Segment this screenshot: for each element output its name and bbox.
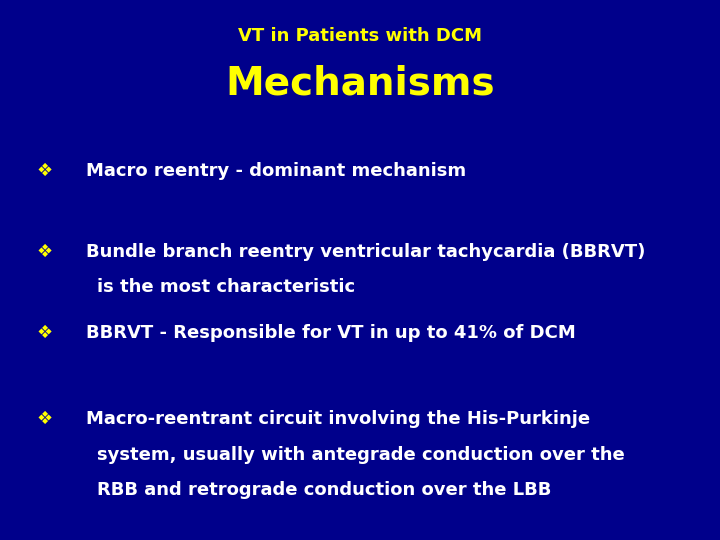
Text: BBRVT - Responsible for VT in up to 41% of DCM: BBRVT - Responsible for VT in up to 41% … — [86, 324, 576, 342]
Text: Macro reentry - dominant mechanism: Macro reentry - dominant mechanism — [86, 162, 467, 180]
Text: VT in Patients with DCM: VT in Patients with DCM — [238, 27, 482, 45]
Text: is the most characteristic: is the most characteristic — [97, 278, 356, 296]
Text: Bundle branch reentry ventricular tachycardia (BBRVT): Bundle branch reentry ventricular tachyc… — [86, 243, 646, 261]
Text: ❖: ❖ — [36, 410, 52, 428]
Text: Macro-reentrant circuit involving the His-Purkinje: Macro-reentrant circuit involving the Hi… — [86, 410, 590, 428]
Text: ❖: ❖ — [36, 243, 52, 261]
Text: ❖: ❖ — [36, 162, 52, 180]
Text: Mechanisms: Mechanisms — [225, 65, 495, 103]
Text: system, usually with antegrade conduction over the: system, usually with antegrade conductio… — [97, 446, 625, 463]
Text: RBB and retrograde conduction over the LBB: RBB and retrograde conduction over the L… — [97, 481, 552, 498]
Text: ❖: ❖ — [36, 324, 52, 342]
